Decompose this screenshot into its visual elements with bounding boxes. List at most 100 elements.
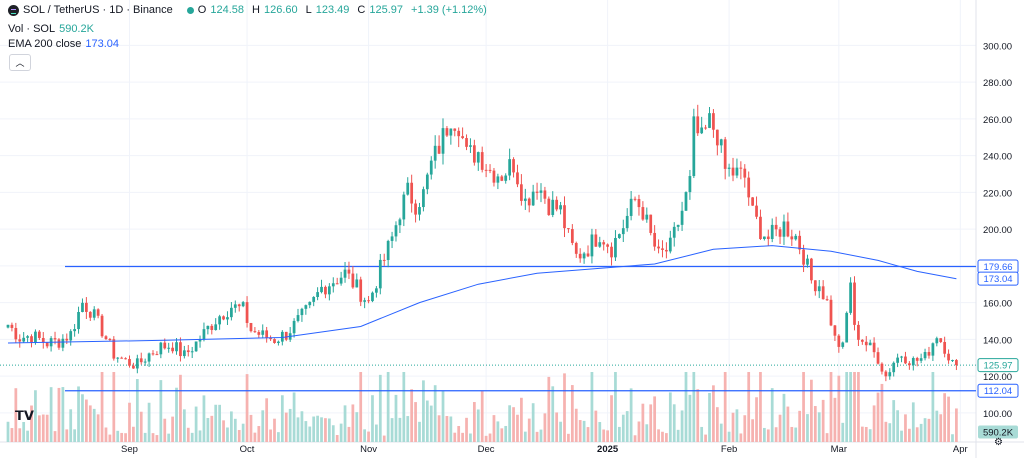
candle[interactable] [14,327,18,340]
candle[interactable] [300,308,304,316]
candle[interactable] [30,336,33,343]
candle[interactable] [786,221,790,237]
candle[interactable] [625,215,629,229]
candle[interactable] [65,338,69,341]
candle[interactable] [547,198,551,215]
candle[interactable] [461,136,464,139]
candle[interactable] [590,234,594,257]
candle[interactable] [931,343,935,356]
candle[interactable] [394,225,398,237]
candle[interactable] [402,194,406,220]
candle[interactable] [821,286,825,300]
candle[interactable] [829,299,833,326]
candle[interactable] [10,324,14,328]
candle[interactable] [457,130,461,137]
candle[interactable] [445,128,449,136]
candle[interactable] [923,352,927,359]
candle[interactable] [382,259,386,261]
candle[interactable] [751,197,754,206]
candle[interactable] [100,315,104,337]
legend-volume-row[interactable]: Vol · SOL 590.2K [8,23,98,35]
candle[interactable] [637,199,641,208]
candle[interactable] [551,199,555,215]
candle[interactable] [139,358,143,363]
candle[interactable] [190,351,194,353]
candle[interactable] [500,176,504,181]
candle[interactable] [359,279,363,302]
candle[interactable] [723,139,727,169]
candle[interactable] [347,269,351,274]
candle[interactable] [449,128,453,136]
candle[interactable] [433,145,437,161]
candle[interactable] [265,330,269,338]
legend-ema-row[interactable]: EMA 200 close 173.04 [8,38,123,50]
candle[interactable] [488,169,492,171]
candle[interactable] [884,371,888,377]
candle[interactable] [790,236,794,240]
candle[interactable] [441,128,445,154]
candle[interactable] [837,335,841,347]
candle[interactable] [794,235,798,240]
candle[interactable] [85,302,88,312]
candle[interactable] [218,316,221,325]
candle[interactable] [167,347,171,349]
candle[interactable] [817,286,821,292]
candle[interactable] [53,338,57,340]
candle[interactable] [18,339,22,342]
candle[interactable] [696,116,700,134]
candle[interactable] [472,145,476,163]
candle[interactable] [708,113,711,128]
candle[interactable] [539,190,543,193]
candle[interactable] [88,311,92,318]
candle[interactable] [629,198,633,216]
candle[interactable] [896,357,899,363]
candle[interactable] [104,336,108,340]
candle[interactable] [908,363,911,366]
candle[interactable] [45,342,49,347]
candle[interactable] [649,214,653,233]
candle[interactable] [269,337,272,340]
candle[interactable] [61,338,65,348]
candle[interactable] [96,309,100,316]
candle[interactable] [672,226,676,238]
candle[interactable] [880,363,884,372]
candle[interactable] [610,246,613,258]
candle[interactable] [316,292,319,298]
candle[interactable] [504,175,508,181]
candle[interactable] [614,237,617,258]
candle[interactable] [860,339,864,342]
candle[interactable] [633,198,637,200]
candle[interactable] [261,330,265,335]
candle[interactable] [512,159,515,173]
candle[interactable] [284,331,288,340]
candle[interactable] [22,337,26,342]
candle[interactable] [108,339,112,341]
candle[interactable] [175,342,178,352]
candle[interactable] [163,342,167,349]
candle[interactable] [853,282,856,325]
candle[interactable] [904,356,907,364]
candle[interactable] [535,191,539,193]
candle[interactable] [798,235,802,250]
candle[interactable] [77,312,80,330]
candle[interactable] [680,210,684,225]
candle[interactable] [770,224,774,240]
candle[interactable] [915,358,919,361]
candle[interactable] [888,372,892,377]
candle[interactable] [92,309,96,318]
candle[interactable] [202,329,206,340]
candle[interactable] [743,168,747,178]
candle[interactable] [304,305,308,309]
candle[interactable] [484,169,488,171]
candle[interactable] [747,177,751,198]
candle[interactable] [602,242,606,245]
candle[interactable] [684,192,688,211]
candle[interactable] [335,283,339,285]
candle[interactable] [520,184,523,201]
candle[interactable] [951,360,954,362]
candle[interactable] [739,167,743,169]
candle[interactable] [245,302,249,323]
candle[interactable] [425,174,429,190]
candle[interactable] [735,167,739,176]
